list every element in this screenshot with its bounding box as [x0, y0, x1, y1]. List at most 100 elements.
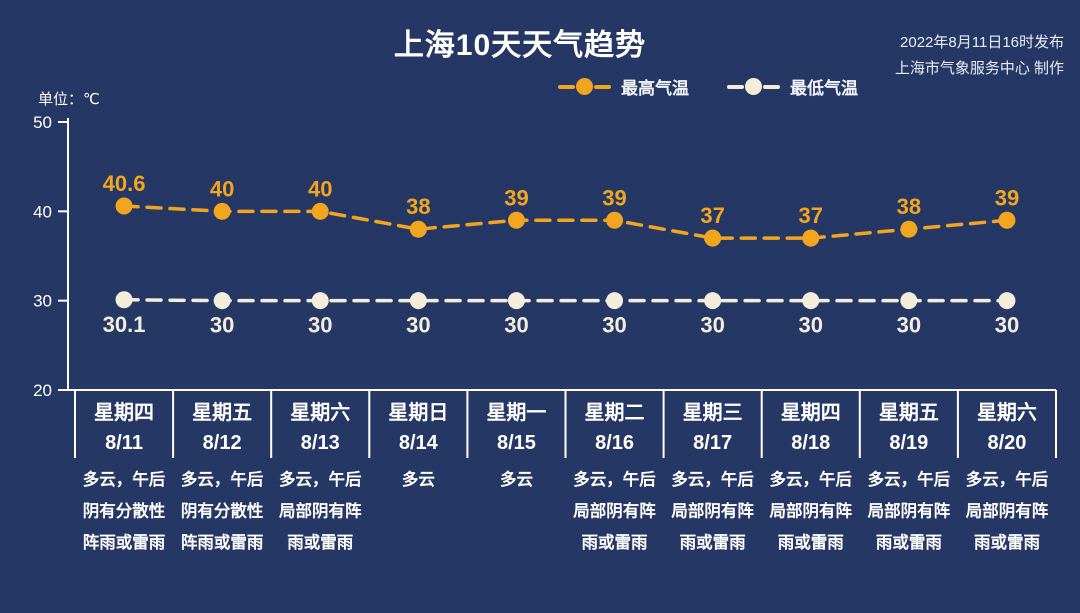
min-temp-value-label: 30: [897, 313, 921, 338]
min-temp-value-label: 30: [602, 313, 626, 338]
min-temp-point: [409, 292, 427, 310]
max-temp-point: [998, 211, 1016, 229]
date-label: 8/16: [595, 432, 634, 454]
date-label: 8/17: [693, 432, 732, 454]
legend-max-label: 最高气温: [621, 79, 689, 98]
max-temp-point: [507, 211, 525, 229]
publish-date: 2022年8月11日16时发布: [900, 34, 1064, 51]
max-temp-value-label: 37: [799, 203, 823, 228]
min-temp-point: [998, 292, 1016, 310]
weather-desc-line: 局部阴有阵: [671, 501, 754, 521]
min-temp-value-label: 30: [995, 313, 1019, 338]
max-temp-value-label: 38: [897, 194, 921, 219]
date-label: 8/14: [399, 432, 439, 454]
weather-desc-line: 多云，午后: [966, 469, 1049, 489]
min-temp-point: [115, 291, 133, 309]
weather-desc-line: 局部阴有阵: [770, 501, 853, 521]
weather-desc-line: 多云，午后: [868, 469, 951, 489]
publish-info: 2022年8月11日16时发布 上海市气象服务中心 制作: [895, 30, 1064, 82]
min-line-segment-icon: [727, 84, 744, 89]
weather-desc-line: 局部阴有阵: [279, 501, 362, 521]
max-temp-value-label: 37: [700, 203, 724, 228]
min-temp-line: [122, 298, 1009, 303]
weather-desc-line: 雨或雷雨: [876, 532, 942, 552]
weather-desc-line: 多云: [402, 469, 435, 489]
weather-desc-line: 局部阴有阵: [573, 501, 656, 521]
legend-item-min: 最低气温: [727, 74, 858, 99]
max-temp-line: [122, 204, 1009, 240]
min-temp-value-label: 30: [700, 313, 724, 338]
min-temp-value-label: 30: [504, 313, 528, 338]
min-temp-point: [213, 292, 231, 310]
max-temp-value-label: 40: [308, 176, 332, 201]
weekday-label: 星期三: [683, 401, 743, 424]
min-temp-point: [802, 292, 820, 310]
min-temp-point: [704, 292, 722, 310]
weekday-label: 星期六: [290, 401, 350, 424]
date-label: 8/12: [203, 432, 242, 454]
min-temp-point: [900, 292, 918, 310]
max-line-segment-icon: [594, 84, 611, 89]
max-temp-value-label: 40: [210, 176, 234, 201]
weather-desc-line: 多云，午后: [83, 469, 166, 489]
min-temp-point: [507, 292, 525, 310]
page-title: 上海10天天气趋势: [393, 29, 647, 62]
weather-desc-line: 阴有分散性: [181, 501, 264, 521]
weather-desc-line: 多云，午后: [671, 469, 754, 489]
min-temp-value-label: 30: [308, 313, 332, 338]
weather-desc-line: 多云，午后: [770, 469, 853, 489]
weather-desc-line: 阵雨或雷雨: [83, 532, 166, 552]
weekday-label: 星期四: [94, 401, 154, 424]
weekday-label: 星期日: [388, 401, 448, 424]
max-temp-point: [115, 197, 133, 215]
max-temp-value-label: 40.6: [103, 171, 146, 196]
unit-label: 单位：℃: [38, 91, 100, 108]
max-temp-point: [213, 202, 231, 220]
y-axis-tick-label: 30: [33, 292, 52, 311]
date-label: 8/19: [889, 432, 928, 454]
weather-desc-line: 局部阴有阵: [868, 501, 951, 521]
publish-author: 上海市气象服务中心 制作: [894, 60, 1064, 77]
weather-desc-line: 阵雨或雷雨: [181, 532, 264, 552]
weather-desc-line: 局部阴有阵: [966, 501, 1049, 521]
min-temp-value-label: 30: [210, 313, 234, 338]
max-temp-value-label: 39: [602, 185, 626, 210]
date-label: 8/11: [105, 432, 143, 454]
min-temp-value-label: 30.1: [103, 312, 146, 337]
weather-desc-line: 雨或雷雨: [974, 532, 1040, 552]
max-temp-point: [802, 229, 820, 247]
max-temp-value-label: 39: [504, 185, 528, 210]
weekday-label: 星期二: [585, 401, 645, 424]
legend-min-label: 最低气温: [790, 79, 858, 98]
max-temp-point: [900, 220, 918, 238]
weather-desc-line: 雨或雷雨: [680, 532, 746, 552]
weather-desc-line: 雨或雷雨: [778, 532, 844, 552]
chart-legend: 最高气温 最低气温: [558, 74, 858, 99]
weather-desc-line: 多云: [500, 469, 533, 489]
date-label: 8/20: [987, 432, 1026, 454]
weather-desc-line: 雨或雷雨: [287, 532, 353, 552]
min-line-segment-icon: [763, 84, 780, 89]
date-label: 8/15: [497, 432, 536, 454]
date-label: 8/13: [301, 432, 340, 454]
legend-item-max: 最高气温: [558, 74, 689, 99]
max-temp-point: [704, 229, 722, 247]
min-temp-value-label: 30: [406, 313, 430, 338]
max-temp-point: [409, 220, 427, 238]
min-temp-marker-icon: [745, 78, 762, 95]
weekday-label: 星期四: [781, 401, 841, 424]
max-line-segment-icon: [558, 84, 575, 89]
weather-desc-line: 多云，午后: [181, 469, 264, 489]
weather-desc-line: 多云，午后: [573, 469, 656, 489]
max-temp-value-label: 39: [995, 185, 1019, 210]
max-temp-point: [606, 211, 624, 229]
y-axis-tick-label: 50: [33, 113, 52, 132]
max-temp-value-label: 38: [406, 194, 430, 219]
weekday-label: 星期六: [977, 401, 1037, 424]
weather-desc-line: 雨或雷雨: [582, 532, 648, 552]
y-axis-tick-label: 20: [33, 381, 52, 400]
weekday-label: 星期五: [879, 401, 939, 424]
weather-desc-line: 阴有分散性: [83, 501, 166, 521]
weekday-label: 星期一: [486, 401, 546, 424]
weekday-label: 星期五: [192, 401, 252, 424]
